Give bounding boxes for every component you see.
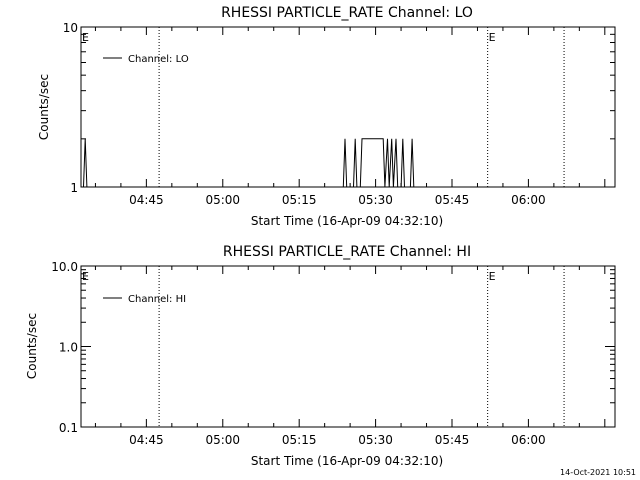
x-axis-label: Start Time (16-Apr-09 04:32:10) — [251, 214, 443, 228]
x-tick-label: 05:15 — [282, 193, 317, 207]
legend-label: Channel: LO — [128, 54, 189, 65]
x-tick-label: 04:45 — [129, 193, 164, 207]
panel-lo: RHESSI PARTICLE_RATE Channel: LO Counts/… — [37, 5, 616, 228]
x-tick-label: 05:00 — [205, 433, 240, 447]
x-tick-label: 05:45 — [435, 433, 470, 447]
y-axis-label: Counts/sec — [25, 313, 39, 379]
x-tick-label: 05:30 — [358, 433, 393, 447]
x-tick-label: 05:30 — [358, 193, 393, 207]
x-tick-label: 05:00 — [205, 193, 240, 207]
x-tick-label: 05:15 — [282, 433, 317, 447]
event-marker: E — [82, 270, 89, 283]
x-tick-label: 06:00 — [511, 433, 546, 447]
y-tick-label: 1.0 — [59, 341, 78, 355]
x-tick-label: 06:00 — [511, 193, 546, 207]
series-line — [83, 138, 415, 188]
event-marker: E — [489, 270, 496, 283]
y-tick-label: 10 — [63, 21, 78, 35]
footer-timestamp: 14-Oct-2021 10:51 — [560, 468, 636, 477]
y-tick-label: 10.0 — [51, 260, 78, 274]
chart-title: RHESSI PARTICLE_RATE Channel: LO — [221, 5, 473, 21]
event-marker: E — [489, 31, 496, 44]
y-tick-label: 1 — [70, 181, 78, 195]
plot-frame — [80, 26, 616, 188]
y-axis-label: Counts/sec — [37, 74, 51, 140]
x-axis-label: Start Time (16-Apr-09 04:32:10) — [251, 454, 443, 468]
event-marker: E — [82, 31, 89, 44]
plot-frame — [80, 265, 616, 428]
panel-hi: RHESSI PARTICLE_RATE Channel: HI Counts/… — [25, 244, 616, 468]
x-tick-label: 05:45 — [435, 193, 470, 207]
y-tick-label: 0.1 — [59, 421, 78, 435]
legend-label: Channel: HI — [128, 294, 186, 305]
chart-title: RHESSI PARTICLE_RATE Channel: HI — [223, 244, 471, 260]
x-tick-label: 04:45 — [129, 433, 164, 447]
